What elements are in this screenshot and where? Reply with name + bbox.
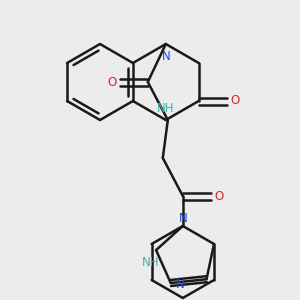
Text: NH: NH bbox=[157, 101, 175, 115]
Text: N: N bbox=[178, 212, 187, 224]
Text: NH: NH bbox=[142, 256, 160, 268]
Text: N: N bbox=[161, 50, 170, 62]
Text: O: O bbox=[230, 94, 239, 107]
Text: N: N bbox=[176, 278, 185, 292]
Text: O: O bbox=[107, 76, 116, 88]
Text: O: O bbox=[214, 190, 224, 202]
